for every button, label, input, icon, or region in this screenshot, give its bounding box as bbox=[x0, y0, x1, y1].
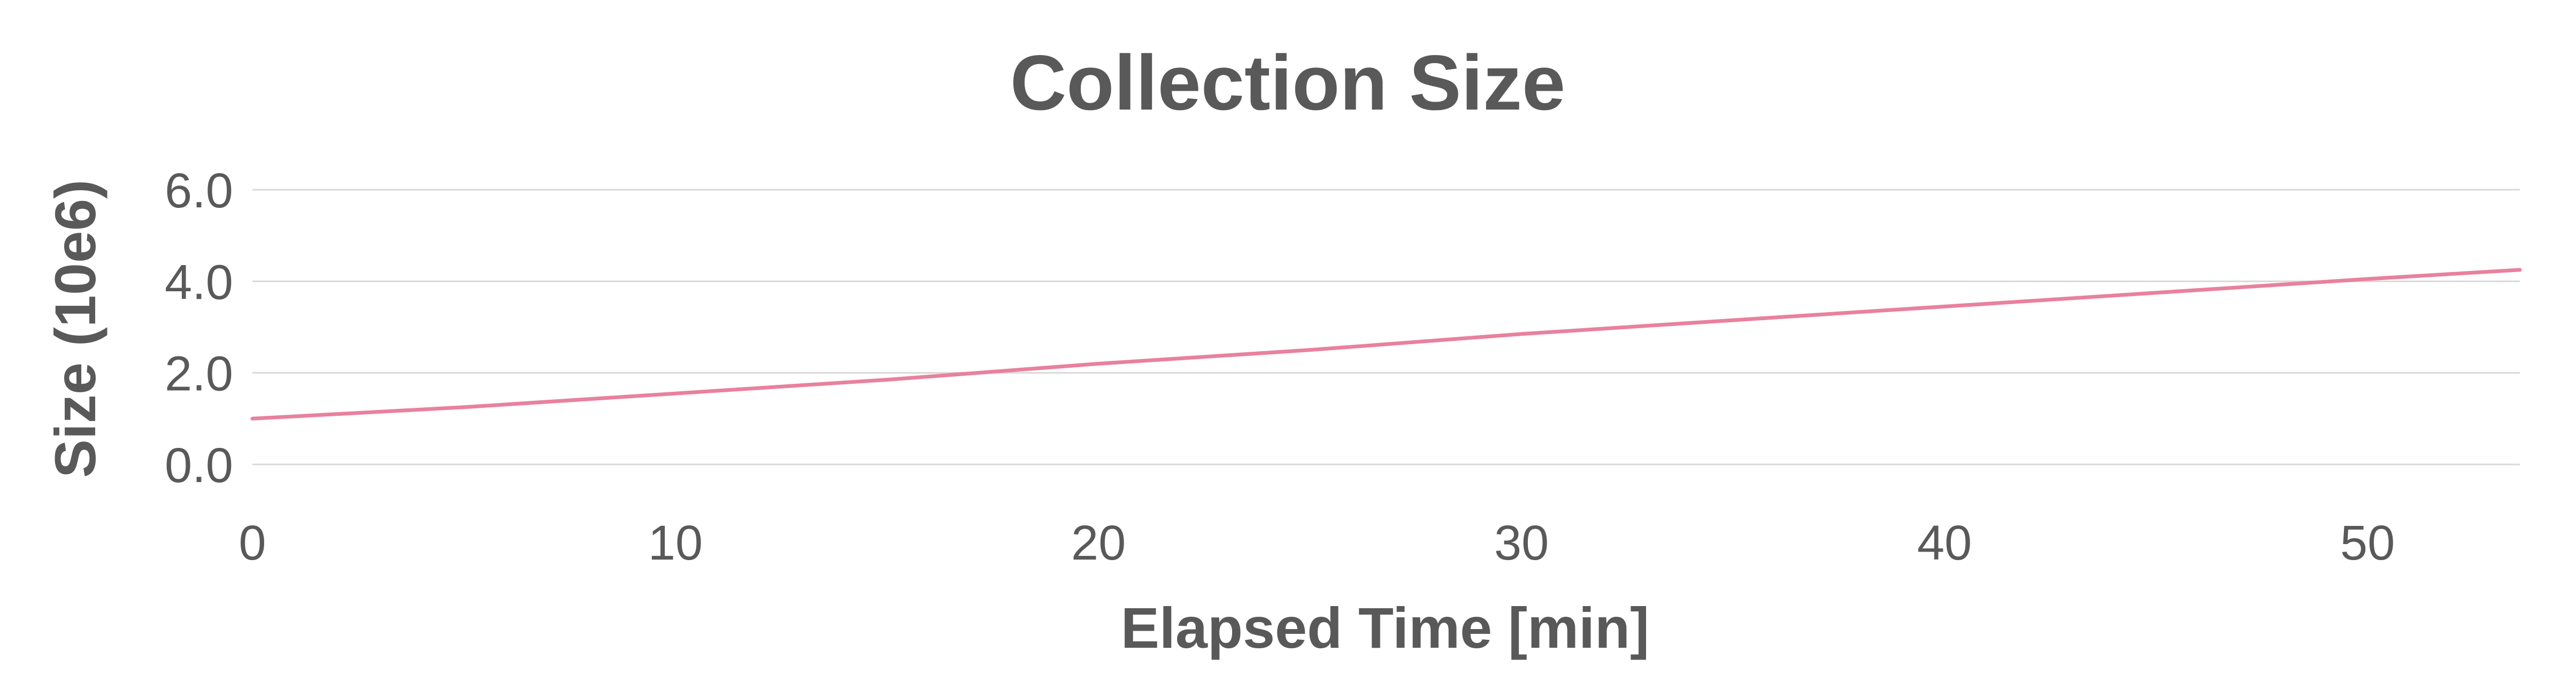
x-tick-label: 30 bbox=[1494, 516, 1549, 570]
x-tick-label: 20 bbox=[1071, 516, 1126, 570]
y-tick-label: 0.0 bbox=[165, 438, 233, 493]
x-axis-title: Elapsed Time [min] bbox=[1121, 595, 1649, 660]
x-tick-label: 50 bbox=[2340, 516, 2395, 570]
y-axis-title: Size (10e6) bbox=[43, 180, 107, 478]
y-tick-label: 6.0 bbox=[165, 164, 233, 218]
x-tick-label: 40 bbox=[1917, 516, 1972, 570]
y-tick-label: 4.0 bbox=[165, 255, 233, 309]
x-tick-label: 0 bbox=[239, 516, 266, 570]
gridlines bbox=[252, 189, 2520, 466]
y-axis-ticks: 0.0 2.0 4.0 6.0 bbox=[165, 164, 233, 493]
x-tick-label: 10 bbox=[648, 516, 703, 570]
chart-title: Collection Size bbox=[1010, 39, 1565, 126]
series-line bbox=[250, 268, 2522, 421]
y-tick-label: 2.0 bbox=[165, 347, 233, 401]
plot-area bbox=[250, 268, 2522, 421]
x-axis-ticks: 0 10 20 30 40 50 bbox=[239, 516, 2395, 570]
